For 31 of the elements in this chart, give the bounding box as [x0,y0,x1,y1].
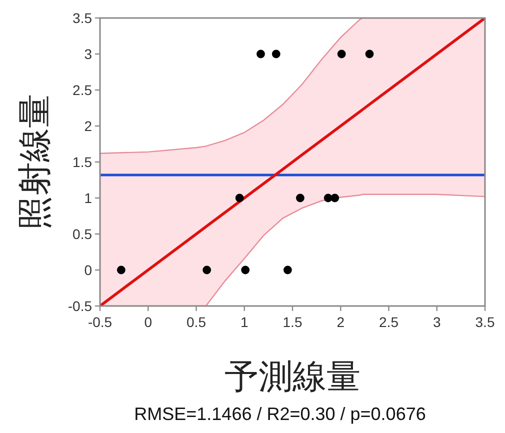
point [272,50,280,58]
x-tick-label: 0 [144,314,152,330]
y-tick-label: 1 [84,190,92,206]
x-tick-label: 2.5 [379,314,399,330]
y-tick-label: 3.5 [72,10,92,26]
y-axis-title: 照射線量 [16,94,54,230]
x-tick-label: 1 [240,314,248,330]
y-tick-label: 2 [84,118,92,134]
x-tick-label: 0.5 [186,314,206,330]
point [337,50,346,58]
point [235,194,244,202]
x-tick-label: 1.5 [282,314,302,330]
point [296,194,304,202]
x-tick-label: 2 [336,314,345,330]
point [202,266,212,274]
point [256,50,265,58]
x-tick-label: 3 [432,314,441,330]
x-tick-label: 3.5 [475,314,495,330]
point [241,266,250,274]
x-axis-title: 予測線量 [224,358,360,396]
text: RMSE=1.1466 / R2=0.30 / p=0.0676 [134,404,426,424]
point [330,194,340,202]
point [283,266,292,274]
y-tick-label: 0 [84,262,92,278]
y-tick-label: -0.5 [68,298,92,314]
point [116,266,126,274]
y-tick-label: 0.5 [72,226,92,242]
y-tick-label: 3 [84,46,92,62]
y-tick-label: 1.5 [72,154,92,170]
y-tick-label: 2.5 [72,82,92,98]
point [365,50,374,58]
